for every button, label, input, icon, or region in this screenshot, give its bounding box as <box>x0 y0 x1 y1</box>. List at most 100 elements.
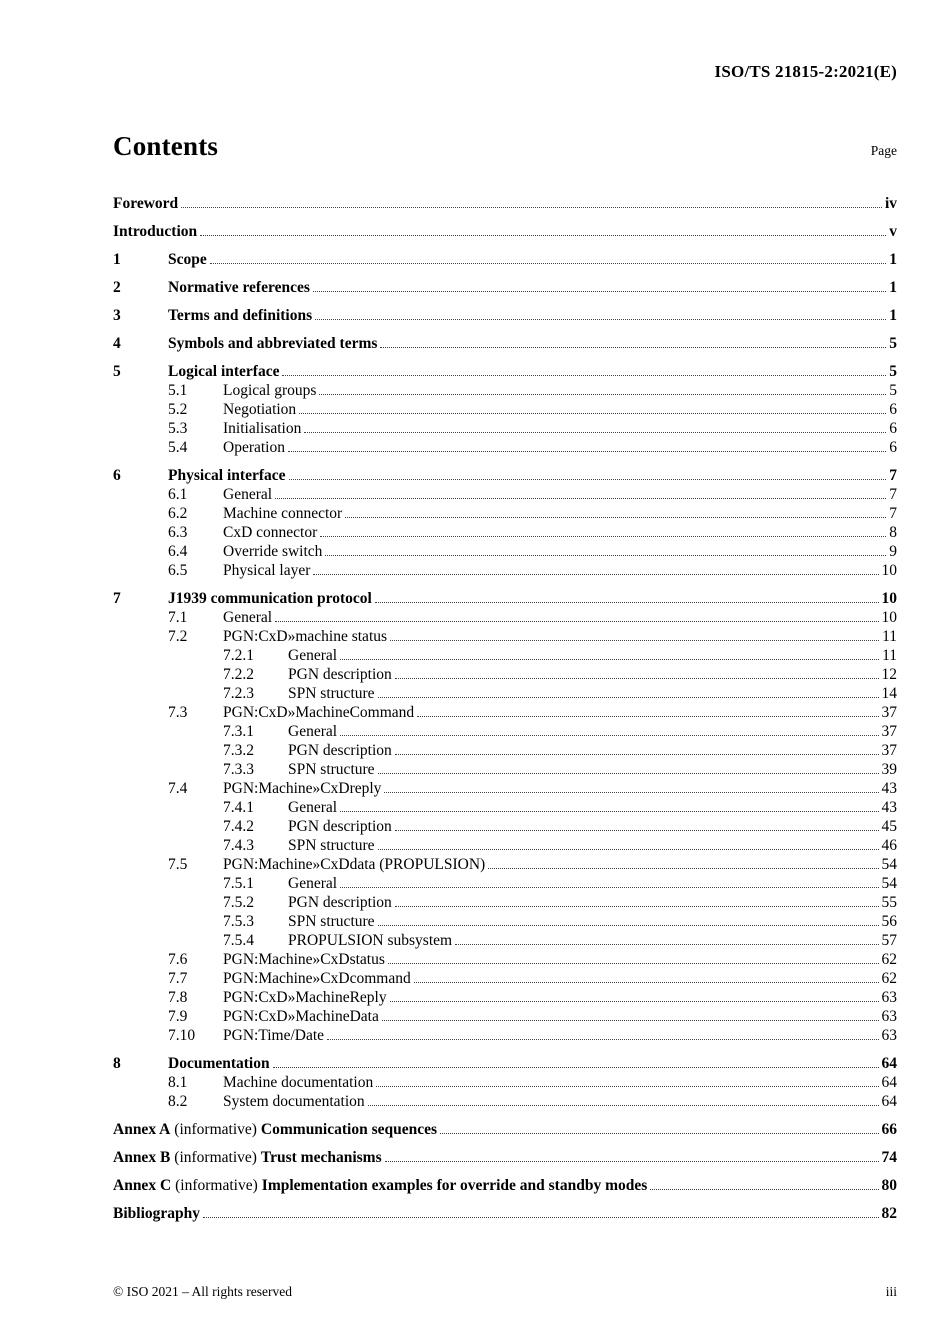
toc-entry-number: 8 <box>113 1055 121 1072</box>
toc-entry[interactable]: 4 Symbols and abbreviated terms 5 <box>113 334 897 353</box>
toc-entry[interactable]: 1 Scope 1 <box>113 250 897 269</box>
toc-entry[interactable]: 5.2 Negotiation 6 <box>113 400 897 419</box>
toc-entry[interactable]: 7.10 PGN:Time/Date 63 <box>113 1026 897 1045</box>
toc-entry[interactable]: 5.1 Logical groups 5 <box>113 381 897 400</box>
toc-entry[interactable]: 8 Documentation 64 <box>113 1054 897 1073</box>
toc-entry-number: 7.2.3 <box>223 685 254 702</box>
toc-entry-number: 5.3 <box>168 420 188 437</box>
toc-entry[interactable]: 5.3 Initialisation 6 <box>113 419 897 438</box>
toc-entry[interactable]: 7.5.4 PROPULSION subsystem 57 <box>113 931 897 950</box>
dot-leader <box>304 432 887 433</box>
toc-entry-page: v <box>889 223 897 240</box>
dot-leader <box>377 697 879 698</box>
toc-entry[interactable]: 7.2 PGN:CxD»machine status 11 <box>113 627 897 646</box>
toc-entry[interactable]: 6.1 General 7 <box>113 485 897 504</box>
toc-entry[interactable]: 7.4.1 General 43 <box>113 798 897 817</box>
toc-entry-number: 6.2 <box>168 505 188 522</box>
toc-entry-label: PGN:Machine»CxDstatus <box>223 951 385 968</box>
toc-entry[interactable]: 6 Physical interface 7 <box>113 466 897 485</box>
toc-entry-number: 6.4 <box>168 543 188 560</box>
toc-entry-page: 57 <box>881 932 898 949</box>
toc-entry[interactable]: 5.4 Operation 6 <box>113 438 897 457</box>
toc-entry-note: (informative) <box>174 1149 257 1166</box>
toc-entry[interactable]: 6.3 CxD connector 8 <box>113 523 897 542</box>
toc-entry-number: 6.1 <box>168 486 188 503</box>
toc-entry[interactable]: 7.3.3 SPN structure 39 <box>113 760 897 779</box>
toc-entry-page: 74 <box>881 1149 898 1166</box>
toc-entry-label: Documentation <box>168 1055 270 1072</box>
toc-entry[interactable]: 7.3.2 PGN description 37 <box>113 741 897 760</box>
toc-entry-label: Terms and definitions <box>168 307 313 324</box>
toc-entry-label: General <box>288 723 338 740</box>
document-reference-header: ISO/TS 21815-2:2021(E) <box>714 62 897 81</box>
toc-entry-page: 66 <box>881 1121 898 1138</box>
toc-entry[interactable]: Introduction v <box>113 222 897 241</box>
toc-entry[interactable]: 7.5.3 SPN structure 56 <box>113 912 897 931</box>
toc-entry-label: PROPULSION subsystem <box>288 932 453 949</box>
toc-entry-number: 4 <box>113 335 121 352</box>
toc-entry-page: 6 <box>889 401 897 418</box>
toc-entry[interactable]: 7.8 PGN:CxD»MachineReply 63 <box>113 988 897 1007</box>
toc-entry[interactable]: 7.1 General 10 <box>113 608 897 627</box>
toc-entry[interactable]: 8.1 Machine documentation 64 <box>113 1073 897 1092</box>
folio-page-number: iii <box>885 1284 897 1299</box>
page-footer: © ISO 2021 – All rights reserved iii <box>113 1284 897 1300</box>
toc-entry[interactable]: Annex B (informative) Trust mechanisms 74 <box>113 1148 897 1167</box>
toc-entry[interactable]: 7.3 PGN:CxD»MachineCommand 37 <box>113 703 897 722</box>
toc-entry-number: 7.5.1 <box>223 875 254 892</box>
toc-entry[interactable]: 6.5 Physical layer 10 <box>113 561 897 580</box>
toc-entry-page: 63 <box>881 989 898 1006</box>
toc-entry[interactable]: 7.5.1 General 54 <box>113 874 897 893</box>
dot-leader <box>387 963 879 964</box>
toc-entry[interactable]: 7.2.2 PGN description 12 <box>113 665 897 684</box>
toc-entry[interactable]: 7.5 PGN:Machine»CxDdata (PROPULSION) 54 <box>113 855 897 874</box>
dot-leader <box>319 394 887 395</box>
toc-entry-label: Override switch <box>223 543 323 560</box>
toc-entry[interactable]: 6.2 Machine connector 7 <box>113 504 897 523</box>
dot-leader <box>374 602 879 603</box>
toc-entry[interactable]: 2 Normative references 1 <box>113 278 897 297</box>
toc-entry-number: 7.4.3 <box>223 837 254 854</box>
dot-leader <box>345 517 887 518</box>
dot-leader <box>340 735 879 736</box>
toc-entry[interactable]: Bibliography 82 <box>113 1204 897 1223</box>
toc-entry-label: Physical interface <box>168 467 286 484</box>
toc-entry[interactable]: 5 Logical interface 5 <box>113 362 897 381</box>
toc-entry-label: General <box>223 609 273 626</box>
toc-entry-number: 7.4 <box>168 780 188 797</box>
dot-leader <box>390 640 880 641</box>
toc-entry[interactable]: 7.2.1 General 11 <box>113 646 897 665</box>
dot-leader <box>203 1217 879 1218</box>
toc-entry[interactable]: Annex A (informative) Communication sequen… <box>113 1120 897 1139</box>
toc-entry[interactable]: 8.2 System documentation 64 <box>113 1092 897 1111</box>
toc-entry-page: 5 <box>889 335 897 352</box>
toc-entry[interactable]: 7.5.2 PGN description 55 <box>113 893 897 912</box>
toc-entry[interactable]: 7.3.1 General 37 <box>113 722 897 741</box>
toc-entry[interactable]: 7.9 PGN:CxD»MachineData 63 <box>113 1007 897 1026</box>
toc-entry[interactable]: 7.7 PGN:Machine»CxDcommand 62 <box>113 969 897 988</box>
dot-leader <box>394 754 879 755</box>
toc-entry[interactable]: 7 J1939 communication protocol 10 <box>113 589 897 608</box>
toc-entry-label: Logical groups <box>223 382 317 399</box>
toc-entry[interactable]: 3 Terms and definitions 1 <box>113 306 897 325</box>
toc-entry[interactable]: Annex C (informative) Implementation examp… <box>113 1176 897 1195</box>
toc-entry-page: 10 <box>881 562 898 579</box>
toc-entry[interactable]: 7.2.3 SPN structure 14 <box>113 684 897 703</box>
toc-entry[interactable]: Foreword iv <box>113 194 897 213</box>
toc-entry[interactable]: 6.4 Override switch 9 <box>113 542 897 561</box>
toc-entry-label: PGN:CxD»machine status <box>223 628 388 645</box>
toc-entry-note: (informative) <box>174 1121 257 1138</box>
toc-entry-page: 10 <box>881 590 898 607</box>
toc-entry-page: iv <box>884 195 897 212</box>
dot-leader <box>367 1105 879 1106</box>
dot-leader <box>381 1020 879 1021</box>
dot-leader <box>384 1161 879 1162</box>
toc-entry[interactable]: 7.4.2 PGN description 45 <box>113 817 897 836</box>
toc-entry-page: 54 <box>881 856 898 873</box>
toc-entry-label: General <box>223 486 273 503</box>
toc-entry[interactable]: 7.4 PGN:Machine»CxDreply 43 <box>113 779 897 798</box>
toc-entry[interactable]: 7.4.3 SPN structure 46 <box>113 836 897 855</box>
toc-entry-number: 6.5 <box>168 562 188 579</box>
dot-leader <box>389 1001 879 1002</box>
toc-entry[interactable]: 7.6 PGN:Machine»CxDstatus 62 <box>113 950 897 969</box>
